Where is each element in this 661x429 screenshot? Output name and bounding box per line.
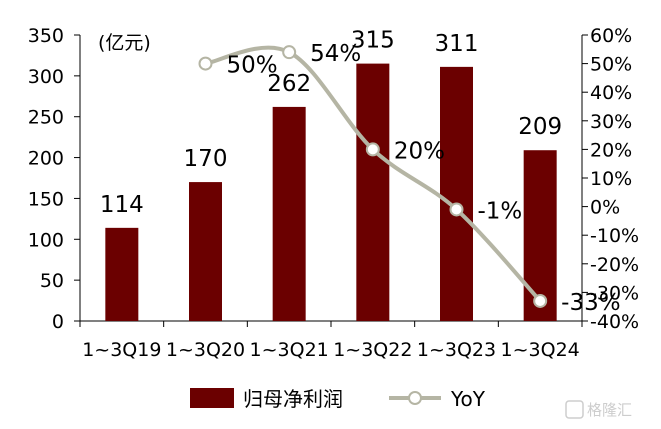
left-tick-label: 300 bbox=[28, 66, 64, 88]
right-tick-label: 0% bbox=[590, 197, 620, 219]
unit-label: (亿元) bbox=[98, 32, 151, 54]
yoy-data-label: 54% bbox=[310, 41, 361, 67]
legend-swatch-bar bbox=[190, 388, 234, 408]
bar-series bbox=[105, 63, 557, 322]
bar bbox=[272, 106, 306, 321]
legend-label-bar: 归母净利润 bbox=[243, 387, 343, 411]
right-tick-label: 20% bbox=[590, 139, 632, 161]
right-tick-label: -30% bbox=[590, 282, 639, 304]
left-tick-label: 0 bbox=[52, 311, 64, 333]
bar bbox=[356, 63, 390, 321]
right-tick-label: 30% bbox=[590, 111, 632, 133]
bar bbox=[189, 182, 222, 321]
yoy-data-label: -1% bbox=[478, 198, 523, 224]
right-tick-label: -40% bbox=[590, 311, 639, 333]
yoy-point bbox=[198, 56, 213, 71]
x-tick-label: 1~3Q21 bbox=[250, 339, 329, 361]
data-labels: 114 170 262 315 311 209 50% 54% 20% -1% -33% bbox=[100, 28, 621, 316]
left-tick-label: 250 bbox=[28, 107, 64, 129]
left-tick-label: 350 bbox=[28, 25, 64, 47]
bar-data-label: 209 bbox=[518, 114, 562, 140]
x-tick-label: 1~3Q20 bbox=[166, 339, 245, 361]
bar bbox=[523, 150, 557, 321]
left-tick-label: 50 bbox=[40, 270, 64, 292]
watermark-text: 格隆汇 bbox=[587, 401, 632, 419]
left-tick-label: 150 bbox=[28, 188, 64, 210]
right-tick-label: 60% bbox=[590, 25, 632, 47]
yoy-data-label: 50% bbox=[227, 53, 278, 79]
legend-label-line: YoY bbox=[450, 387, 486, 411]
gelonghui-logo-icon bbox=[565, 400, 584, 419]
yoy-point bbox=[365, 142, 380, 157]
right-tick-label: -20% bbox=[590, 254, 639, 276]
right-tick-label: -10% bbox=[590, 225, 639, 247]
bar-data-label: 262 bbox=[267, 71, 311, 97]
left-axis: 0 50 100 150 200 250 300 350 bbox=[28, 25, 81, 333]
legend-swatch-marker bbox=[408, 391, 422, 405]
yoy-point bbox=[449, 202, 464, 217]
x-axis: 1~3Q19 1~3Q20 1~3Q21 1~3Q22 1~3Q23 1~3Q24 bbox=[79, 320, 583, 361]
watermark: 格隆汇 bbox=[565, 400, 632, 419]
bar-data-label: 170 bbox=[184, 146, 228, 172]
left-tick-label: 200 bbox=[28, 148, 64, 170]
line-series bbox=[198, 45, 548, 308]
x-tick-label: 1~3Q24 bbox=[501, 339, 580, 361]
x-tick-label: 1~3Q23 bbox=[417, 339, 496, 361]
right-tick-label: 40% bbox=[590, 82, 632, 104]
bar bbox=[105, 227, 139, 321]
yoy-data-label: -33% bbox=[561, 290, 620, 316]
right-tick-label: 50% bbox=[590, 54, 632, 76]
left-tick-label: 100 bbox=[28, 229, 64, 251]
yoy-data-label: 20% bbox=[394, 138, 445, 164]
bar-data-label: 311 bbox=[435, 31, 479, 57]
yoy-point bbox=[533, 293, 548, 308]
legend: 归母净利润 YoY bbox=[190, 387, 486, 411]
yoy-point bbox=[282, 45, 297, 60]
bar bbox=[440, 66, 473, 322]
right-tick-label: 10% bbox=[590, 168, 632, 190]
bar-data-label: 114 bbox=[100, 192, 144, 218]
x-tick-label: 1~3Q19 bbox=[82, 339, 161, 361]
x-tick-label: 1~3Q22 bbox=[333, 339, 412, 361]
right-axis: -40% -30% -20% -10% 0% 10% 20% 30% 40% 50% 60% bbox=[581, 25, 639, 333]
bar-data-label: 315 bbox=[351, 28, 395, 54]
